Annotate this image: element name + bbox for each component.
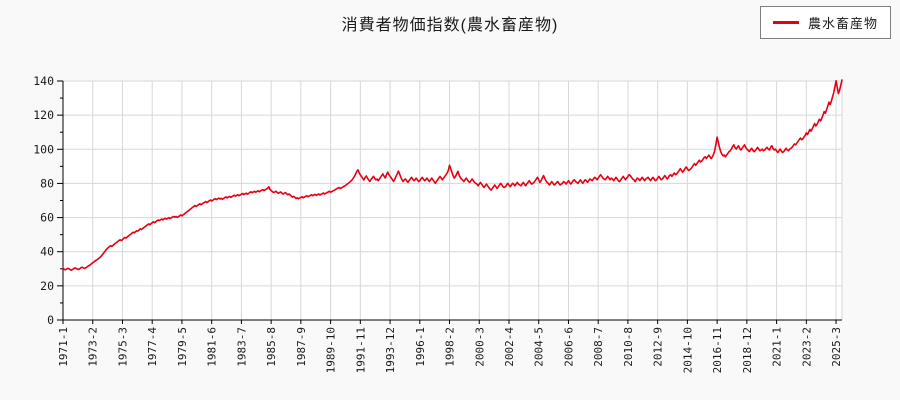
x-tick-label: 2008-7 xyxy=(592,327,605,367)
y-tick-label: 60 xyxy=(40,211,54,225)
y-tick-label: 140 xyxy=(33,74,54,88)
x-tick-label: 1987-9 xyxy=(295,327,308,367)
x-tick-label: 2021-1 xyxy=(771,327,784,367)
legend-label: 農水畜産物 xyxy=(807,16,878,31)
x-tick-label: 1975-3 xyxy=(116,327,129,367)
x-tick-label: 2002-4 xyxy=(503,327,516,367)
y-tick-label: 0 xyxy=(47,313,54,327)
x-tick-label: 1989-10 xyxy=(325,327,338,373)
x-tick-label: 1993-12 xyxy=(384,327,397,373)
x-tick-label: 1979-5 xyxy=(176,327,189,367)
x-tick-label: 1985-8 xyxy=(265,327,278,367)
y-tick-label: 20 xyxy=(40,279,54,293)
x-tick-label: 2014-10 xyxy=(681,327,694,373)
legend-line-swatch xyxy=(772,21,799,24)
x-tick-label: 2006-6 xyxy=(562,327,575,367)
series-line xyxy=(62,79,843,272)
x-tick-label: 2025-3 xyxy=(830,327,843,367)
y-tick-label: 80 xyxy=(40,176,54,190)
legend: 農水畜産物 xyxy=(759,6,891,39)
y-tick-label: 100 xyxy=(33,142,54,156)
x-tick-label: 2004-5 xyxy=(533,327,546,367)
x-tick-label: 2010-8 xyxy=(622,327,635,367)
x-tick-label: 2016-11 xyxy=(711,327,724,373)
x-tick-label: 1971-1 xyxy=(57,327,70,367)
x-tick-label: 1991-11 xyxy=(354,327,367,373)
chart-title: 消費者物価指数(農水畜産物) xyxy=(341,17,559,34)
y-tick-label: 40 xyxy=(40,245,54,259)
y-tick-label: 120 xyxy=(33,108,54,122)
x-tick-label: 1983-7 xyxy=(235,327,248,367)
x-tick-label: 1981-6 xyxy=(206,327,219,367)
x-tick-label: 1973-2 xyxy=(87,327,100,367)
x-tick-label: 1998-2 xyxy=(444,327,457,367)
x-tick-label: 2018-12 xyxy=(741,327,754,373)
x-tick-label: 2023-2 xyxy=(800,327,813,367)
x-tick-label: 2000-3 xyxy=(473,327,486,367)
x-tick-label: 1996-1 xyxy=(414,327,427,367)
x-tick-label: 2012-9 xyxy=(652,327,665,367)
x-tick-label: 1977-4 xyxy=(146,327,159,367)
plot-area xyxy=(63,81,842,320)
